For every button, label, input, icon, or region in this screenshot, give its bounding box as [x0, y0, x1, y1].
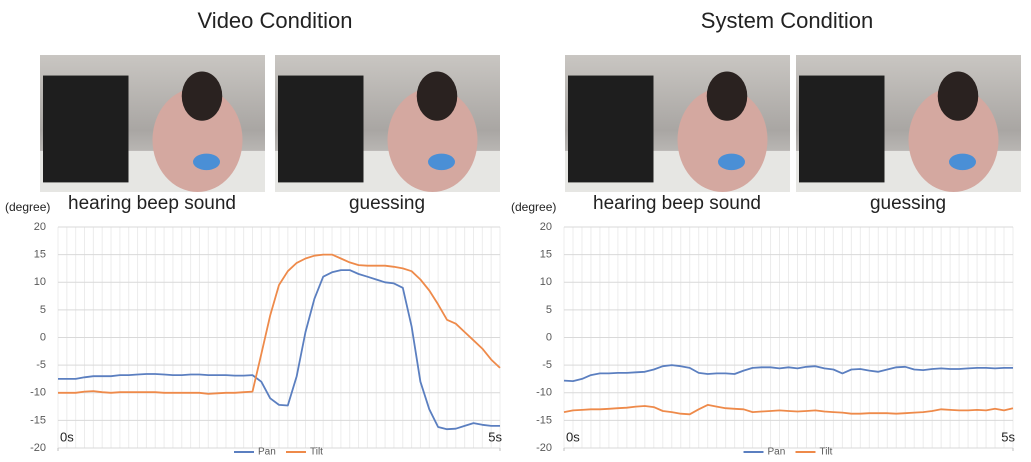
photo	[796, 55, 1021, 192]
y-tick-label: 0	[546, 331, 552, 343]
y-tick-label: 5	[546, 304, 552, 316]
y-tick-label: 5	[40, 304, 46, 316]
y-axis-label: (degree)	[511, 200, 556, 214]
photo-glove	[949, 154, 976, 170]
y-tick-label: 0	[40, 331, 46, 343]
photo	[565, 55, 790, 192]
x-tick-label: 0s	[566, 429, 580, 444]
y-tick-label: 15	[34, 249, 46, 261]
photo-glove	[718, 154, 745, 170]
y-tick-label: -20	[536, 442, 552, 454]
y-tick-label: -5	[36, 359, 46, 371]
legend-label: Pan	[258, 447, 276, 458]
photo-glove	[428, 154, 455, 170]
photo-caption: hearing beep sound	[68, 193, 236, 214]
photo-glove	[193, 154, 220, 170]
y-tick-label: 20	[34, 221, 46, 233]
photo	[275, 55, 500, 192]
photo-head	[182, 71, 223, 120]
chart-title: System Condition	[701, 8, 873, 33]
y-tick-label: -5	[542, 359, 552, 371]
x-tick-label: 0s	[60, 429, 74, 444]
photo-monitor	[278, 76, 364, 183]
x-tick-label: 5s	[1001, 429, 1015, 444]
y-tick-label: 20	[540, 221, 552, 233]
y-tick-label: 15	[540, 249, 552, 261]
y-tick-label: 10	[34, 276, 46, 288]
photo-head	[707, 71, 748, 120]
y-tick-label: 10	[540, 276, 552, 288]
y-tick-label: -10	[30, 387, 46, 399]
photo-head	[417, 71, 458, 120]
y-tick-label: -15	[30, 414, 46, 426]
y-tick-label: -15	[536, 414, 552, 426]
photo-head	[938, 71, 979, 120]
photo-monitor	[568, 76, 654, 183]
legend-label: Pan	[768, 447, 786, 458]
y-tick-label: -10	[536, 387, 552, 399]
figure: Video Condition hearing beep sound guessin…	[0, 0, 1031, 462]
photo-monitor	[799, 76, 885, 183]
legend-label: Tilt	[820, 447, 833, 458]
photo-monitor	[43, 76, 129, 183]
y-tick-label: -20	[30, 442, 46, 454]
chart-title: Video Condition	[198, 8, 353, 33]
photo-caption: guessing	[349, 193, 425, 214]
legend-label: Tilt	[310, 447, 323, 458]
photo-caption: guessing	[870, 193, 946, 214]
y-axis-label: (degree)	[5, 200, 50, 214]
photo	[40, 55, 265, 192]
x-tick-label: 5s	[488, 429, 502, 444]
photo-caption: hearing beep sound	[593, 193, 761, 214]
